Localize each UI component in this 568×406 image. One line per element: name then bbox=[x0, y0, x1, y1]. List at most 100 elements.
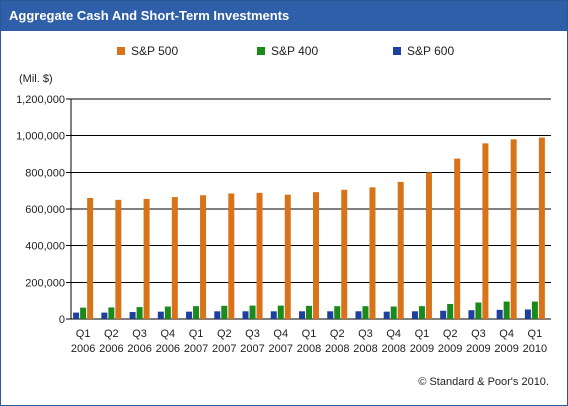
y-axis-unit-label: (Mil. $) bbox=[19, 73, 53, 85]
bar-sp500 bbox=[425, 172, 432, 319]
bar-sp600 bbox=[73, 312, 80, 319]
x-tick-label-year: 2008 bbox=[325, 343, 349, 355]
bar-sp400 bbox=[221, 305, 228, 319]
bar-sp600 bbox=[242, 311, 249, 319]
bar-sp400 bbox=[306, 305, 312, 319]
bar-sp400 bbox=[362, 306, 369, 319]
y-tick-label: 200,000 bbox=[25, 277, 65, 289]
legend-label-sp500: S&P 500 bbox=[131, 44, 179, 58]
bar-sp400 bbox=[80, 307, 87, 319]
bar-sp600 bbox=[468, 310, 475, 319]
bar-sp600 bbox=[186, 311, 193, 319]
x-tick-label-year: 2007 bbox=[240, 343, 264, 355]
x-tick-label-quarter: Q2 bbox=[443, 328, 458, 340]
x-tick-label-quarter: Q2 bbox=[330, 328, 345, 340]
bar-sp600 bbox=[299, 311, 305, 319]
bar-sp500 bbox=[256, 192, 263, 319]
x-tick-label-quarter: Q3 bbox=[245, 328, 260, 340]
bar-sp500 bbox=[200, 195, 207, 319]
x-tick-label-quarter: Q2 bbox=[104, 328, 119, 340]
x-tick-label-year: 2009 bbox=[410, 343, 434, 355]
bar-sp600 bbox=[327, 311, 334, 319]
x-tick-label-year: 2009 bbox=[494, 343, 518, 355]
x-tick-label-quarter: Q3 bbox=[358, 328, 373, 340]
bar-sp400 bbox=[334, 306, 341, 319]
x-tick-label-quarter: Q1 bbox=[302, 328, 317, 340]
copyright-footer: © Standard & Poor's 2010. bbox=[418, 376, 549, 388]
chart-title: Aggregate Cash And Short-Term Investment… bbox=[1, 1, 567, 31]
bar-sp400 bbox=[390, 306, 397, 319]
x-tick-label-quarter: Q1 bbox=[415, 328, 430, 340]
x-tick-label-quarter: Q4 bbox=[386, 328, 401, 340]
x-tick-label-year: 2006 bbox=[127, 343, 151, 355]
legend-label-sp400: S&P 400 bbox=[271, 44, 319, 58]
bar-sp600 bbox=[101, 312, 108, 319]
bar-sp600 bbox=[270, 311, 277, 319]
y-tick-label: 400,000 bbox=[25, 241, 65, 253]
x-tick-label-quarter: Q4 bbox=[160, 328, 175, 340]
bar-sp600 bbox=[440, 310, 447, 319]
x-tick-label-year: 2009 bbox=[438, 343, 462, 355]
bar-sp500 bbox=[369, 187, 376, 319]
bar-sp600 bbox=[355, 311, 362, 319]
bar-sp600 bbox=[157, 311, 164, 319]
x-tick-label-quarter: Q1 bbox=[189, 328, 204, 340]
bar-sp500 bbox=[454, 158, 461, 319]
legend-item-sp400: S&P 400 bbox=[257, 41, 318, 61]
x-tick-label-quarter: Q3 bbox=[471, 328, 486, 340]
legend-item-sp500: S&P 500 bbox=[117, 41, 178, 61]
x-tick-label-year: 2008 bbox=[297, 343, 321, 355]
legend: S&P 500 S&P 400 S&P 600 bbox=[1, 41, 567, 61]
x-tick-label-year: 2006 bbox=[99, 343, 123, 355]
bar-sp500 bbox=[171, 197, 178, 319]
legend-swatch-sp600 bbox=[393, 46, 401, 55]
bar-sp600 bbox=[383, 311, 390, 319]
bar-sp400 bbox=[164, 306, 171, 319]
x-tick-label-year: 2007 bbox=[212, 343, 236, 355]
y-tick-label: 1,000,000 bbox=[16, 131, 65, 143]
bar-sp500 bbox=[397, 181, 404, 319]
bar-sp400 bbox=[418, 306, 425, 319]
bar-sp400 bbox=[193, 306, 200, 319]
bar-sp400 bbox=[108, 307, 115, 319]
x-tick-label-quarter: Q3 bbox=[132, 328, 147, 340]
bar-sp500 bbox=[482, 143, 489, 319]
bar-sp600 bbox=[524, 309, 531, 319]
bar-sp500 bbox=[284, 194, 291, 319]
x-tick-label-year: 2010 bbox=[523, 343, 547, 355]
x-tick-label-quarter: Q1 bbox=[76, 328, 91, 340]
bar-sp500 bbox=[510, 139, 517, 319]
bar-sp600 bbox=[214, 311, 221, 319]
bar-sp500 bbox=[313, 192, 319, 319]
bar-sp400 bbox=[136, 307, 143, 319]
x-tick-label-quarter: Q4 bbox=[273, 328, 288, 340]
x-tick-label-year: 2006 bbox=[156, 343, 180, 355]
bar-sp500 bbox=[228, 193, 235, 319]
bar-sp600 bbox=[411, 311, 418, 319]
x-tick-label-year: 2007 bbox=[269, 343, 293, 355]
bar-sp400 bbox=[249, 305, 256, 319]
x-tick-label-quarter: Q2 bbox=[217, 328, 232, 340]
bar-sp400 bbox=[475, 302, 482, 319]
bar-sp500 bbox=[538, 137, 545, 319]
x-tick-label-quarter: Q1 bbox=[528, 328, 543, 340]
legend-item-sp600: S&P 600 bbox=[393, 41, 454, 61]
x-tick-label-year: 2006 bbox=[71, 343, 95, 355]
y-tick-label: 1,200,000 bbox=[16, 94, 65, 106]
bar-sp600 bbox=[129, 312, 136, 319]
bar-sp500 bbox=[341, 189, 348, 319]
bar-sp500 bbox=[87, 198, 94, 319]
bar-sp400 bbox=[447, 303, 454, 319]
x-tick-label-year: 2009 bbox=[466, 343, 490, 355]
x-tick-label-year: 2007 bbox=[184, 343, 208, 355]
y-tick-label: 0 bbox=[59, 314, 65, 326]
legend-swatch-sp400 bbox=[257, 46, 265, 55]
y-tick-label: 600,000 bbox=[25, 204, 65, 216]
bar-sp500 bbox=[143, 198, 150, 319]
bar-sp400 bbox=[531, 301, 538, 319]
bar-sp500 bbox=[115, 199, 122, 319]
legend-swatch-sp500 bbox=[117, 46, 125, 55]
x-tick-label-quarter: Q4 bbox=[499, 328, 514, 340]
